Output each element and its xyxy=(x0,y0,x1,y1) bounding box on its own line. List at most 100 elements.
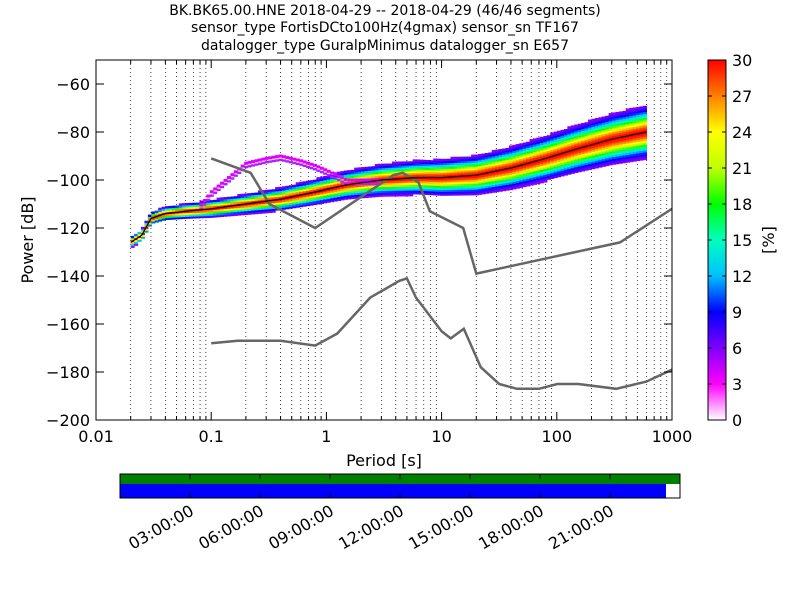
heatmap-cell xyxy=(598,121,603,124)
heatmap-cell xyxy=(567,133,572,137)
heatmap-cell xyxy=(594,139,599,142)
heatmap-cell xyxy=(295,197,300,201)
heatmap-cell xyxy=(526,141,531,145)
heatmap-cell xyxy=(268,206,273,210)
heatmap-cell xyxy=(261,157,266,161)
heatmap-cell xyxy=(608,132,613,135)
heatmap-cell xyxy=(450,162,455,165)
heatmap-cell xyxy=(587,161,593,165)
heatmap-cell xyxy=(484,183,489,187)
heatmap-cell xyxy=(161,214,166,217)
heatmap-cell xyxy=(563,136,568,140)
heatmap-cell xyxy=(536,137,541,140)
heatmap-cell xyxy=(199,206,204,209)
heatmap-cell xyxy=(436,191,441,194)
heatmap-cell xyxy=(199,215,204,219)
heatmap-cell xyxy=(526,155,531,158)
heatmap-cell xyxy=(285,189,290,192)
heatmap-cell xyxy=(508,187,513,191)
heatmap-cell xyxy=(553,173,558,177)
heatmap-cell xyxy=(584,127,589,131)
heatmap-cell xyxy=(374,190,379,194)
heatmap-cell xyxy=(505,159,510,162)
heatmap-cell xyxy=(477,165,482,168)
heatmap-cell xyxy=(587,148,593,151)
heatmap-cell xyxy=(264,203,269,206)
heatmap-cell xyxy=(275,192,280,196)
heatmap-cell xyxy=(460,179,465,183)
heatmap-cell xyxy=(440,191,445,194)
heatmap-cell xyxy=(581,122,586,126)
heatmap-cell xyxy=(587,119,593,122)
heatmap-cell xyxy=(323,200,328,204)
heatmap-cell xyxy=(639,150,644,153)
heatmap-cell xyxy=(436,158,441,162)
heatmap-cell xyxy=(591,126,596,129)
heatmap-cell xyxy=(202,206,207,209)
heatmap-cell xyxy=(398,161,403,164)
heatmap-cell xyxy=(336,187,342,190)
heatmap-cell xyxy=(622,141,627,144)
heatmap-cell xyxy=(612,125,617,129)
heatmap-cell xyxy=(436,174,441,177)
heatmap-cell xyxy=(539,179,544,182)
heatmap-cell xyxy=(591,118,596,122)
heatmap-cell xyxy=(643,128,648,132)
heatmap-cell xyxy=(536,143,541,146)
heatmap-cell xyxy=(505,151,510,155)
heatmap-cell xyxy=(292,186,297,190)
heatmap-cell xyxy=(491,182,496,186)
heatmap-cell xyxy=(574,149,579,152)
heatmap-cell xyxy=(299,163,304,166)
heatmap-cell xyxy=(251,192,256,196)
heatmap-cell xyxy=(643,121,648,124)
heatmap-cell xyxy=(581,138,586,141)
heatmap-cell xyxy=(508,168,513,171)
heatmap-cell xyxy=(522,142,527,145)
heatmap-cell xyxy=(226,180,231,183)
heatmap-cell xyxy=(323,185,328,188)
heatmap-cell xyxy=(292,203,297,207)
heatmap-cell xyxy=(515,178,520,181)
heatmap-cell xyxy=(391,178,397,182)
heatmap-cell xyxy=(460,158,465,161)
heatmap-cell xyxy=(491,161,496,164)
heatmap-cell xyxy=(158,207,163,211)
heatmap-cell xyxy=(268,201,273,204)
heatmap-cell xyxy=(570,129,575,132)
heatmap-cell xyxy=(306,199,311,203)
heatmap-cell xyxy=(553,148,558,152)
heatmap-cell xyxy=(213,203,218,207)
heatmap-cell xyxy=(639,110,644,113)
heatmap-cell xyxy=(323,195,328,198)
heatmap-cell xyxy=(347,178,352,182)
heatmap-cell xyxy=(168,207,173,211)
heatmap-cell xyxy=(271,195,276,198)
heatmap-cell xyxy=(429,190,434,194)
heatmap-cell xyxy=(567,149,572,152)
heatmap-cell xyxy=(292,201,297,205)
heatmap-cell xyxy=(529,179,534,182)
heatmap-cell xyxy=(312,179,317,183)
heatmap-cell xyxy=(622,112,627,116)
heatmap-cell xyxy=(519,147,524,150)
heatmap-cell xyxy=(460,172,465,175)
heatmap-cell xyxy=(557,174,562,178)
heatmap-cell xyxy=(333,199,338,202)
heatmap-cell xyxy=(285,191,290,194)
heatmap-cell xyxy=(522,165,527,168)
heatmap-cell xyxy=(268,204,273,208)
heatmap-cell xyxy=(591,145,596,149)
heatmap-cell xyxy=(488,167,493,171)
heatmap-cell xyxy=(340,182,345,186)
heatmap-cell xyxy=(354,194,359,197)
heatmap-cell xyxy=(395,186,400,189)
heatmap-cell xyxy=(319,191,324,195)
heatmap-cell xyxy=(354,196,359,199)
heatmap-cell xyxy=(636,158,641,162)
heatmap-cell xyxy=(481,159,486,162)
heatmap-cell xyxy=(543,160,548,164)
heatmap-cell xyxy=(484,154,489,158)
heatmap-cell xyxy=(512,156,517,159)
heatmap-cell xyxy=(539,142,544,145)
